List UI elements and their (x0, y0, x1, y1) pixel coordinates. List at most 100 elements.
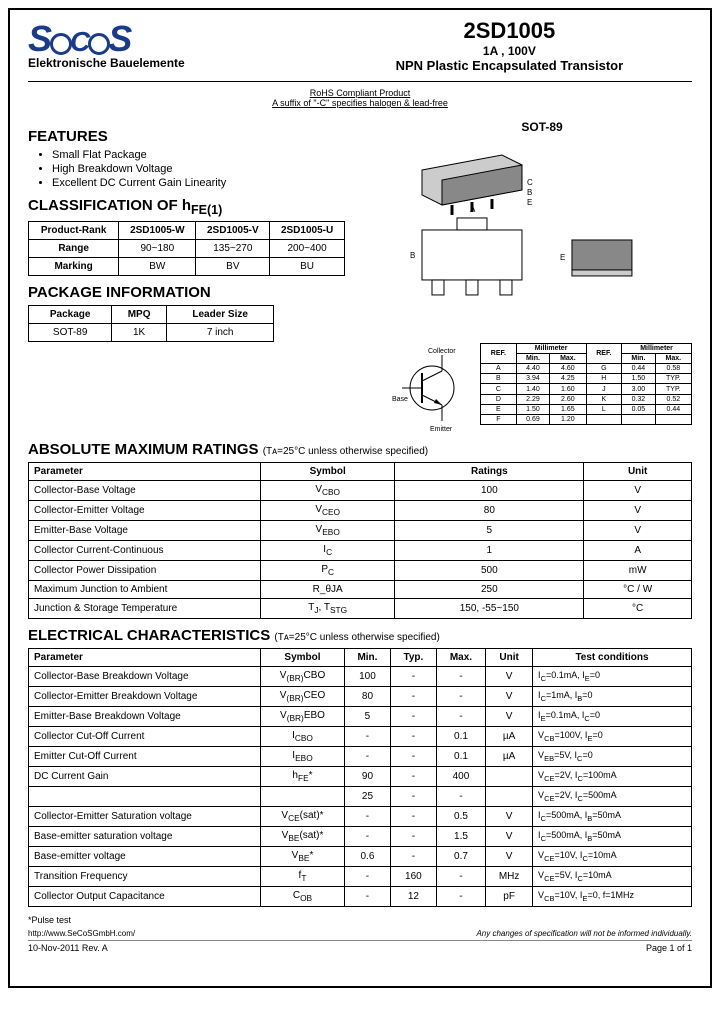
pkg-cell: 1K (112, 324, 167, 342)
hfe-header: 2SD1005-W (119, 222, 196, 240)
abs-rating: 5 (395, 520, 584, 540)
svg-text:Collector: Collector (428, 348, 456, 355)
abs-param: Junction & Storage Temperature (29, 598, 261, 618)
hfe-cell: 135~270 (196, 240, 270, 258)
elec-symbol: IEBO (261, 746, 345, 766)
svg-text:B: B (527, 188, 532, 197)
elec-cond: IE=0.1mA, IC=0 (533, 706, 692, 726)
svg-text:A: A (470, 205, 476, 214)
title-box: 2SD1005 1A , 100V NPN Plastic Encapsulat… (327, 18, 692, 73)
abs-unit: V (584, 500, 692, 520)
elec-typ: - (390, 726, 436, 746)
elec-param: Emitter-Base Breakdown Voltage (29, 706, 261, 726)
elec-typ: 12 (390, 886, 436, 906)
elec-cond: VCE=2V, IC=500mA (533, 786, 692, 806)
elec-unit: V (486, 846, 533, 866)
footer-page: Page 1 of 1 (646, 943, 692, 953)
package-label: SOT-89 (392, 120, 692, 134)
logo-box: SCS Elektronische Bauelemente (28, 18, 327, 73)
elec-max: - (436, 686, 485, 706)
part-number: 2SD1005 (327, 18, 692, 44)
abs-unit: A (584, 540, 692, 560)
elec-typ: - (390, 746, 436, 766)
elec-cond: VCE=5V, IC=10mA (533, 866, 692, 886)
elec-typ: - (390, 786, 436, 806)
elec-min: - (344, 806, 390, 826)
footer-disclaimer: Any changes of specification will not be… (476, 929, 692, 938)
upper-content: FEATURES Small Flat Package High Breakdo… (28, 120, 692, 433)
elec-cond: IC=0.1mA, IE=0 (533, 666, 692, 686)
hfe-cell: BV (196, 258, 270, 276)
pkg-header: Leader Size (166, 306, 274, 324)
elec-cond: VCB=100V, IE=0 (533, 726, 692, 746)
hfe-table: Product-Rank 2SD1005-W 2SD1005-V 2SD1005… (28, 221, 345, 276)
elec-typ: - (390, 766, 436, 786)
elec-max: 0.7 (436, 846, 485, 866)
svg-text:E: E (560, 253, 565, 262)
elec-param (29, 786, 261, 806)
elec-max: - (436, 786, 485, 806)
features-list: Small Flat Package High Breakdown Voltag… (52, 149, 380, 189)
elec-symbol: fT (261, 866, 345, 886)
elec-max: - (436, 666, 485, 686)
elec-max: - (436, 706, 485, 726)
elec-typ: - (390, 826, 436, 846)
elec-unit: V (486, 686, 533, 706)
elec-max: - (436, 886, 485, 906)
abs-rating: 150, -55~150 (395, 598, 584, 618)
elec-unit: V (486, 666, 533, 686)
elec-symbol: COB (261, 886, 345, 906)
features-title: FEATURES (28, 128, 380, 145)
elec-min: 25 (344, 786, 390, 806)
elec-min: 5 (344, 706, 390, 726)
header: SCS Elektronische Bauelemente 2SD1005 1A… (28, 10, 692, 82)
elec-max: - (436, 866, 485, 886)
elec-unit: V (486, 826, 533, 846)
feature-item: Excellent DC Current Gain Linearity (52, 177, 380, 189)
elec-min: 80 (344, 686, 390, 706)
elec-max: 1.5 (436, 826, 485, 846)
abs-unit: °C / W (584, 580, 692, 598)
elec-unit (486, 786, 533, 806)
abs-param: Collector-Base Voltage (29, 480, 261, 500)
svg-text:C: C (527, 178, 533, 187)
elec-unit: µA (486, 746, 533, 766)
left-column: FEATURES Small Flat Package High Breakdo… (28, 120, 380, 433)
svg-text:E: E (527, 198, 532, 207)
abs-param: Maximum Junction to Ambient (29, 580, 261, 598)
abs-symbol: VEBO (261, 520, 395, 540)
elec-cond: VCE=2V, IC=100mA (533, 766, 692, 786)
hfe-cell: 200~400 (270, 240, 345, 258)
hfe-title: CLASSIFICATION OF hFE(1) (28, 197, 380, 217)
elec-typ: - (390, 686, 436, 706)
elec-max: 0.1 (436, 726, 485, 746)
abs-param: Emitter-Base Voltage (29, 520, 261, 540)
abs-title: ABSOLUTE MAXIMUM RATINGS (Tᴀ=25°C unless… (28, 441, 692, 458)
abs-unit: °C (584, 598, 692, 618)
hfe-cell: BW (119, 258, 196, 276)
abs-symbol: TJ, TSTG (261, 598, 395, 618)
elec-cond: IC=500mA, IB=50mA (533, 826, 692, 846)
abs-rating: 80 (395, 500, 584, 520)
footer-date: 10-Nov-2011 Rev. A (28, 943, 108, 953)
abs-rating: 500 (395, 560, 584, 580)
elec-char-table: Parameter Symbol Min. Typ. Max. Unit Tes… (28, 648, 692, 907)
hfe-header: 2SD1005-V (196, 222, 270, 240)
elec-symbol (261, 786, 345, 806)
datasheet-page: SCS Elektronische Bauelemente 2SD1005 1A… (8, 8, 712, 988)
abs-symbol: VCEO (261, 500, 395, 520)
hfe-cell: Marking (29, 258, 119, 276)
elec-unit: V (486, 706, 533, 726)
elec-unit: V (486, 806, 533, 826)
pkg-table: Package MPQ Leader Size SOT-89 1K 7 inch (28, 305, 274, 342)
elec-typ: - (390, 806, 436, 826)
elec-title: ELECTRICAL CHARACTERISTICS (Tᴀ=25°C unle… (28, 627, 692, 644)
pkg-header: MPQ (112, 306, 167, 324)
part-description: NPN Plastic Encapsulated Transistor (327, 58, 692, 73)
elec-cond: IC=500mA, IB=50mA (533, 806, 692, 826)
elec-symbol: VBE(sat)* (261, 826, 345, 846)
feature-item: High Breakdown Voltage (52, 163, 380, 175)
footer-row: http://www.SeCoSGmbH.com/ Any changes of… (28, 929, 692, 938)
hfe-cell: Range (29, 240, 119, 258)
part-spec: 1A , 100V (327, 44, 692, 58)
